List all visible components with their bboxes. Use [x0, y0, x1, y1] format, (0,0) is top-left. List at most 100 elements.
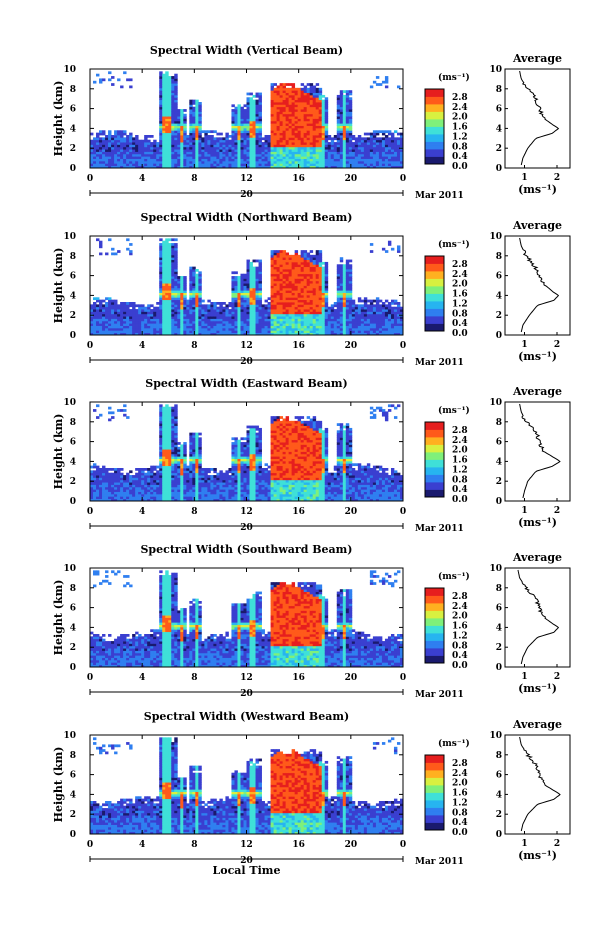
heatmap-cell: [198, 127, 202, 131]
heatmap-cell: [123, 153, 127, 157]
heatmap-cell: [141, 318, 145, 322]
heatmap-cell: [123, 330, 127, 334]
heatmap-cell: [279, 283, 284, 286]
heatmap-cell: [336, 132, 341, 136]
heatmap-cell: [168, 97, 172, 101]
heatmap-cell: [288, 257, 293, 260]
heatmap-cell: [345, 327, 350, 331]
heatmap-cell: [96, 477, 100, 481]
heatmap-cell: [132, 137, 136, 141]
heatmap-cell: [267, 309, 271, 312]
heatmap-cell: [111, 320, 115, 324]
heatmap-cell: [162, 261, 166, 265]
heatmap-cell: [294, 304, 299, 308]
heatmap-cell: [279, 276, 284, 279]
heatmap-cell: [222, 320, 226, 324]
heatmap-cell: [297, 278, 302, 282]
heatmap-cell: [96, 489, 100, 492]
heatmap-cell: [189, 271, 193, 275]
heatmap-cell: [291, 269, 296, 272]
heatmap-cell: [216, 313, 220, 317]
heatmap-cell: [333, 156, 338, 159]
heatmap-cell: [315, 92, 320, 96]
heatmap-cell: [156, 149, 160, 152]
heatmap-cell: [255, 104, 259, 108]
heatmap-cell: [207, 137, 211, 141]
heatmap-cell: [297, 146, 302, 150]
heatmap-cell: [114, 146, 118, 150]
heatmap-cell: [297, 137, 302, 141]
heatmap-cell: [255, 304, 259, 308]
heatmap-cell: [318, 142, 323, 145]
heatmap-cell: [138, 318, 142, 322]
heatmap-cell: [219, 325, 223, 329]
average-title: Average: [512, 385, 562, 398]
heatmap-cell: [372, 146, 377, 150]
heatmap-cell: [165, 127, 169, 131]
heatmap-cell: [159, 90, 163, 93]
heatmap-cell: [171, 146, 175, 150]
heatmap-cell: [270, 261, 274, 265]
heatmap-cell: [357, 320, 362, 324]
heatmap-cell: [186, 311, 190, 315]
heatmap-cell: [240, 285, 244, 289]
heatmap-cell: [177, 165, 181, 169]
heatmap-cell: [387, 139, 392, 143]
heatmap-cell: [156, 327, 160, 331]
heatmap-cell: [96, 313, 100, 317]
heatmap-cell: [273, 299, 277, 303]
heatmap-cell: [195, 276, 199, 279]
heatmap-cell: [357, 306, 362, 310]
colorbar-segment: [425, 295, 444, 298]
heatmap-cell: [159, 304, 163, 308]
heatmap-cell: [309, 104, 314, 108]
heatmap-cell: [246, 99, 250, 103]
heatmap-cell: [288, 280, 293, 284]
heatmap-cell: [309, 137, 314, 141]
heatmap-cell: [339, 97, 344, 101]
heatmap-cell: [111, 330, 115, 334]
heatmap-cell: [324, 149, 329, 152]
heatmap-cell: [225, 156, 229, 159]
heatmap-cell: [261, 330, 265, 334]
heatmap-cell: [120, 325, 124, 329]
colorbar-segment: [425, 122, 444, 126]
heatmap-cell: [174, 83, 178, 86]
heatmap-cell: [393, 306, 398, 310]
heatmap-cell: [111, 151, 115, 155]
y-tick-label: 0: [70, 331, 76, 341]
heatmap-cell: [348, 139, 353, 143]
heatmap-cell: [354, 311, 359, 315]
heatmap-cell: [291, 104, 296, 108]
heatmap-cell: [207, 156, 211, 159]
heatmap-cell: [102, 320, 106, 324]
heatmap-cell: [357, 309, 362, 312]
heatmap-cell: [294, 287, 299, 291]
heatmap-cell: [309, 106, 314, 110]
heatmap-cell: [234, 325, 238, 329]
heatmap-cell: [324, 280, 329, 284]
heatmap-cell: [141, 316, 145, 319]
heatmap-cell: [90, 160, 94, 164]
heatmap-cell: [213, 320, 217, 324]
heatmap-cell: [192, 99, 196, 103]
heatmap-cell: [177, 109, 181, 112]
heatmap-cell: [216, 318, 220, 322]
heatmap-cell: [288, 292, 293, 296]
heatmap-cell: [267, 165, 271, 169]
heatmap-cell: [144, 318, 148, 322]
heatmap-cell: [315, 297, 320, 301]
heatmap-cell: [225, 318, 229, 322]
heatmap-cell: [291, 156, 296, 159]
heatmap-cell: [270, 292, 274, 296]
heatmap-cell: [93, 493, 97, 497]
heatmap-cell: [183, 144, 187, 148]
heatmap-cell: [363, 153, 368, 157]
heatmap-cell: [96, 163, 100, 167]
heatmap-cell: [342, 332, 347, 336]
heatmap-cell: [129, 252, 133, 256]
heatmap-cell: [336, 313, 341, 317]
heatmap-cell: [381, 163, 386, 167]
heatmap-cell: [99, 320, 103, 324]
heatmap-cell: [105, 160, 109, 164]
